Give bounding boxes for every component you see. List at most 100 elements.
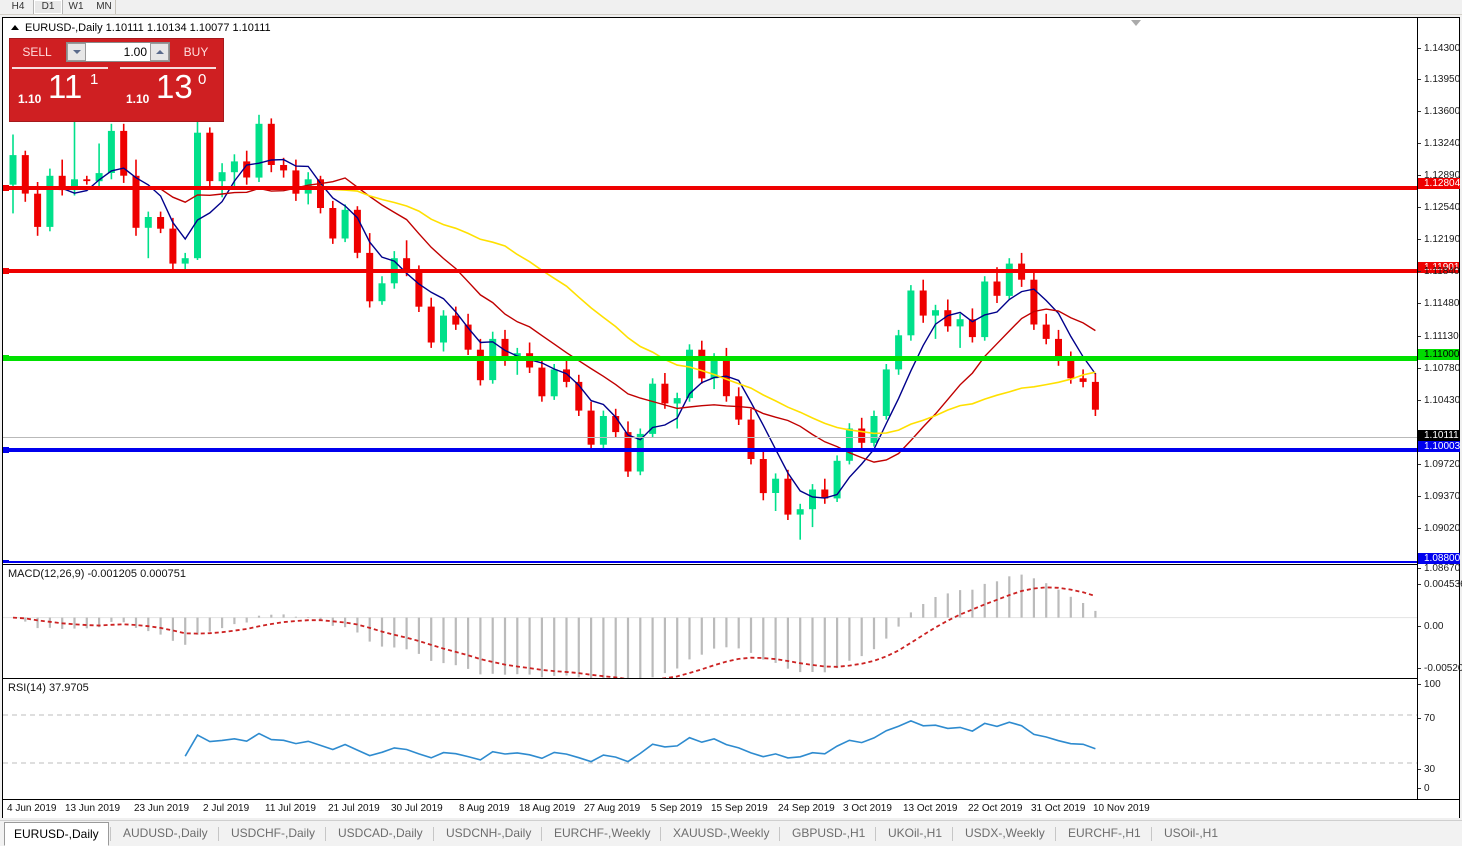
date-label: 21 Jul 2019 (328, 803, 380, 814)
triangle-up-icon[interactable] (11, 25, 19, 30)
level-handle-support-1[interactable] (3, 447, 9, 453)
price-tick-1.10780: 1.10780 (1418, 363, 1460, 374)
symbol-tab-usdx-weekly[interactable]: USDX-,Weekly (965, 826, 1045, 840)
timeframe-toolbar: H4 D1 W1 MN (0, 0, 1462, 15)
volume-decrease-button[interactable] (67, 43, 86, 61)
macd-tick--0.005205: -0.005205 (1418, 663, 1462, 674)
price-tick-1.11840: 1.11840 (1418, 266, 1459, 277)
tab-separator (110, 827, 111, 841)
current-price-line (3, 437, 1417, 438)
timeframe-button-w1[interactable]: W1 (68, 1, 84, 12)
level-line-resistance-1[interactable] (3, 186, 1417, 190)
price-tick-1.08670: 1.08670 (1418, 563, 1460, 574)
price-tick-1.11000[interactable]: 1.11000 (1418, 349, 1460, 360)
price-tick-1.11480: 1.11480 (1418, 298, 1459, 309)
buy-price-quote[interactable]: 1.10 13 0 (120, 66, 224, 121)
buy-button[interactable]: BUY (172, 41, 220, 63)
timeframe-button-mn[interactable]: MN (96, 1, 112, 12)
price-pane[interactable]: EURUSD-,Daily 1.10111 1.10134 1.10077 1.… (3, 18, 1417, 563)
price-tick-1.13950: 1.13950 (1418, 74, 1460, 85)
level-line-support-2[interactable] (3, 561, 1417, 563)
date-label: 2 Jul 2019 (203, 803, 250, 814)
tab-separator (325, 827, 326, 841)
symbol-tab-usdcad-daily[interactable]: USDCAD-,Daily (338, 826, 423, 840)
date-label: 22 Oct 2019 (968, 803, 1023, 814)
price-tick-1.08800[interactable]: 1.08800 (1418, 553, 1461, 564)
symbol-tab-usoil-h1[interactable]: USOil-,H1 (1164, 826, 1219, 840)
price-tick-1.09720: 1.09720 (1418, 459, 1460, 470)
volume-value: 1.00 (123, 45, 147, 59)
tab-separator (433, 827, 434, 841)
price-tick-1.09370: 1.09370 (1418, 491, 1460, 502)
symbol-tab-gbpusd-h1[interactable]: GBPUSD-,H1 (792, 826, 866, 840)
rsi-tick-30: 30 (1418, 764, 1435, 775)
sell-price-quote[interactable]: 1.10 11 1 (12, 66, 118, 121)
order-controls-row: SELL 1.00 BUY (10, 39, 223, 65)
level-handle-resistance-1[interactable] (3, 185, 9, 191)
volume-increase-button[interactable] (150, 43, 169, 61)
price-tick-1.13600: 1.13600 (1418, 106, 1460, 117)
tab-separator (875, 827, 876, 841)
price-tick-1.12190: 1.12190 (1418, 234, 1460, 245)
symbol-tab-usdchf-daily[interactable]: USDCHF-,Daily (231, 826, 315, 840)
date-label: 24 Sep 2019 (778, 803, 835, 814)
symbol-tab-eurusd-daily[interactable]: EURUSD-,Daily (4, 822, 109, 846)
date-label: 3 Oct 2019 (843, 803, 892, 814)
rsi-tick-70: 70 (1418, 713, 1435, 724)
symbol-tab-eurchf-weekly[interactable]: EURCHF-,Weekly (554, 826, 651, 840)
symbol-tab-eurchf-h1[interactable]: EURCHF-,H1 (1068, 826, 1141, 840)
price-tick-1.12804[interactable]: 1.12804 (1418, 178, 1461, 189)
sell-button[interactable]: SELL (13, 41, 61, 63)
price-tick-1.10003[interactable]: 1.10003 (1418, 441, 1461, 452)
date-label: 10 Nov 2019 (1093, 803, 1150, 814)
chart-title: EURUSD-,Daily 1.10111 1.10134 1.10077 1.… (25, 22, 271, 34)
rsi-label: RSI(14) 37.9705 (8, 682, 89, 694)
sell-price-pips: 11 (48, 68, 83, 105)
buy-price-pips: 13 (156, 68, 193, 105)
level-line-pivot[interactable] (3, 356, 1417, 361)
level-line-support-1[interactable] (3, 448, 1417, 452)
level-handle-pivot[interactable] (3, 355, 9, 361)
tab-separator (1151, 827, 1152, 841)
price-tick-1.10111[interactable]: 1.10111 (1418, 430, 1459, 441)
date-axis[interactable]: 4 Jun 2019 13 Jun 2019 23 Jun 2019 2 Jul 20… (3, 799, 1459, 818)
price-scale-axis[interactable]: 1.14300 1.13950 1.13600 1.13240 1.12890 1.128… (1417, 18, 1462, 799)
buy-price-fraction: 0 (198, 71, 207, 88)
symbol-tab-ukoil-h1[interactable]: UKOil-,H1 (888, 826, 943, 840)
quote-underline (12, 67, 108, 69)
symbol-tab-bar[interactable]: EURUSD-,Daily AUDUSD-,Daily USDCHF-,Daily U… (0, 820, 1462, 846)
chart-window[interactable]: EURUSD-,Daily 1.10111 1.10134 1.10077 1.… (2, 17, 1462, 818)
quote-underline (120, 67, 216, 69)
date-label: 30 Jul 2019 (391, 803, 443, 814)
symbol-tab-xauusd-weekly[interactable]: XAUUSD-,Weekly (673, 826, 770, 840)
symbol-tab-usdcnh-daily[interactable]: USDCNH-,Daily (446, 826, 532, 840)
date-label: 4 Jun 2019 (7, 803, 57, 814)
rsi-pane[interactable]: RSI(14) 37.9705 (3, 678, 1417, 799)
tab-separator (660, 827, 661, 841)
timeframe-button-d1[interactable]: D1 (33, 0, 63, 14)
date-label: 18 Aug 2019 (519, 803, 576, 814)
price-tick-1.13240: 1.13240 (1418, 138, 1460, 149)
sell-price-fraction: 1 (90, 71, 99, 88)
price-tick-1.09020: 1.09020 (1418, 523, 1460, 534)
price-tick-1.11901[interactable]: 1.11901 (1418, 262, 1460, 273)
date-label: 5 Sep 2019 (651, 803, 703, 814)
price-tick-1.14300: 1.14300 (1418, 43, 1460, 54)
timeframe-button-h4[interactable]: H4 (11, 1, 25, 12)
macd-label: MACD(12,26,9) -0.001205 0.000751 (8, 568, 186, 580)
level-handle-support-2[interactable] (3, 560, 9, 563)
date-label: 23 Jun 2019 (134, 803, 190, 814)
macd-tick-0.00: 0.00 (1418, 621, 1443, 632)
tab-separator (541, 827, 542, 841)
level-handle-resistance-2[interactable] (3, 268, 9, 274)
date-label: 11 Jul 2019 (265, 803, 316, 814)
price-tick-1.11130: 1.11130 (1418, 331, 1459, 342)
triangle-down-icon[interactable] (1131, 20, 1141, 26)
volume-input[interactable]: 1.00 (66, 42, 170, 62)
macd-pane[interactable]: MACD(12,26,9) -0.001205 0.000751 (3, 564, 1417, 678)
symbol-tab-audusd-daily[interactable]: AUDUSD-,Daily (123, 826, 208, 840)
one-click-trading-panel[interactable]: SELL 1.00 BUY 1.10 11 1 1.10 (9, 38, 224, 122)
tab-separator (779, 827, 780, 841)
level-line-resistance-2[interactable] (3, 269, 1417, 273)
